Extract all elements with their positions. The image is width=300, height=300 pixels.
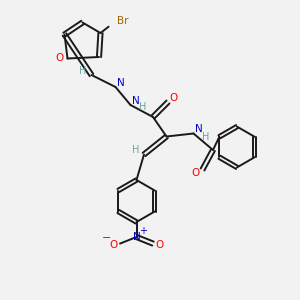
Text: O: O bbox=[155, 240, 164, 250]
Text: H: H bbox=[132, 145, 139, 155]
Text: H: H bbox=[202, 131, 209, 142]
Text: O: O bbox=[192, 167, 200, 178]
Text: N: N bbox=[133, 232, 140, 242]
Text: −: − bbox=[102, 233, 111, 243]
Text: N: N bbox=[132, 96, 140, 106]
Text: Br: Br bbox=[117, 16, 128, 26]
Text: N: N bbox=[117, 78, 125, 88]
Text: H: H bbox=[140, 102, 147, 112]
Text: O: O bbox=[56, 53, 64, 64]
Text: O: O bbox=[109, 240, 118, 250]
Text: +: + bbox=[139, 226, 147, 236]
Text: N: N bbox=[195, 124, 203, 134]
Text: O: O bbox=[170, 93, 178, 103]
Text: H: H bbox=[80, 65, 87, 76]
